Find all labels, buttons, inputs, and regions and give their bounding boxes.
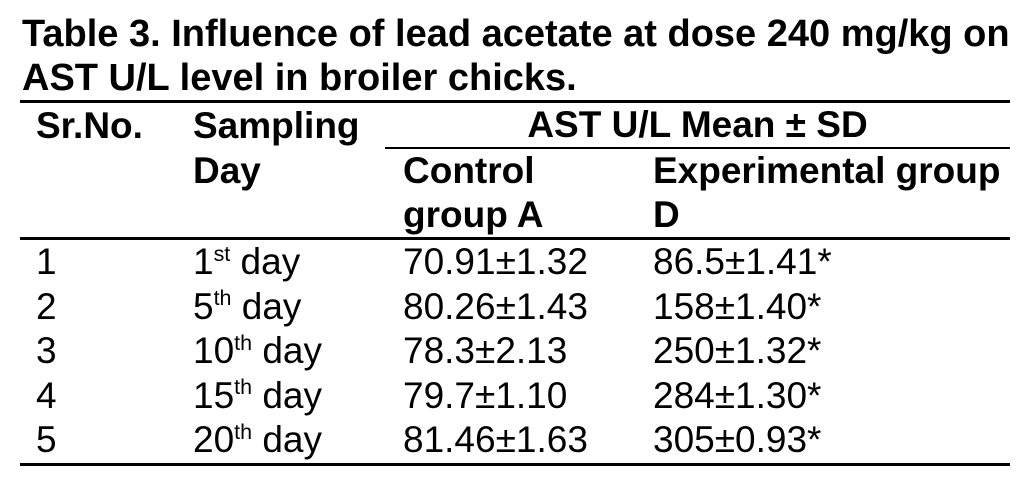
day-number: 15 xyxy=(193,374,235,416)
header-control-group: Control group A xyxy=(403,150,544,235)
cell-sampling-day: 10th day xyxy=(185,329,385,374)
cell-sr-no: 1 xyxy=(36,241,57,282)
day-ordinal: th xyxy=(234,375,253,400)
cell-control-value: 70.91±1.32 xyxy=(403,241,588,282)
day-word: day xyxy=(262,419,322,460)
cell-experimental-value: 284±1.30* xyxy=(653,374,822,416)
day-word: day xyxy=(241,285,302,327)
cell-sr-no: 5 xyxy=(36,419,57,460)
cell-experimental-value: 86.5±1.41* xyxy=(653,241,832,282)
header-experimental-group: Experimental group D xyxy=(653,150,1001,235)
header-subgroups: Control group A Experimental group D xyxy=(385,149,1010,237)
table-body: 1 1st day 70.91±1.32 86.5±1.41* 2 5th da… xyxy=(20,240,1010,466)
cell-sr-no: 4 xyxy=(36,374,57,416)
cell-experimental-value: 158±1.40* xyxy=(653,285,822,327)
cell-sr-no: 2 xyxy=(36,285,57,327)
cell-control-value: 81.46±1.63 xyxy=(403,419,588,460)
cell-sampling-day: 15th day xyxy=(185,374,385,419)
table-row: 2 5th day 80.26±1.43 158±1.40* xyxy=(20,285,1010,330)
cell-sampling-day: 20th day xyxy=(185,418,385,463)
day-number: 10 xyxy=(193,330,235,371)
cell-control-value: 80.26±1.43 xyxy=(403,285,588,327)
cell-control-value: 79.7±1.10 xyxy=(403,374,568,416)
day-ordinal: th xyxy=(234,419,253,444)
day-ordinal: th xyxy=(234,330,253,355)
table-caption: Table 3. Influence of lead acetate at do… xyxy=(22,13,1010,99)
day-word: day xyxy=(240,241,301,282)
header-sampling-day: Sampling Day xyxy=(193,105,360,191)
day-number: 20 xyxy=(193,419,235,460)
table-row: 5 20th day 81.46±1.63 305±0.93* xyxy=(20,418,1010,463)
cell-sampling-day: 1st day xyxy=(185,240,385,285)
table-row: 1 1st day 70.91±1.32 86.5±1.41* xyxy=(20,240,1010,285)
cell-sr-no: 3 xyxy=(36,330,57,371)
day-number: 1 xyxy=(193,241,214,282)
day-word: day xyxy=(262,330,322,371)
day-number: 5 xyxy=(193,285,214,327)
cell-experimental-value: 250±1.32* xyxy=(653,330,822,371)
table-row: 4 15th day 79.7±1.10 284±1.30* xyxy=(20,374,1010,419)
day-word: day xyxy=(262,374,322,416)
header-sr-no: Sr.No. xyxy=(36,105,143,146)
cell-experimental-value: 305±0.93* xyxy=(653,419,822,460)
table-header: Sr.No. Sampling Day AST U/L Mean ± SD Co… xyxy=(20,103,1010,240)
cell-control-value: 78.3±2.13 xyxy=(403,330,568,371)
day-ordinal: st xyxy=(213,241,231,266)
header-ast-mean-sd: AST U/L Mean ± SD xyxy=(385,103,1010,149)
data-table: Sr.No. Sampling Day AST U/L Mean ± SD Co… xyxy=(20,100,1010,466)
table-row: 3 10th day 78.3±2.13 250±1.32* xyxy=(20,329,1010,374)
header-group-ast: AST U/L Mean ± SD Control group A Experi… xyxy=(385,103,1010,237)
day-ordinal: th xyxy=(213,286,232,311)
cell-sampling-day: 5th day xyxy=(185,285,385,330)
